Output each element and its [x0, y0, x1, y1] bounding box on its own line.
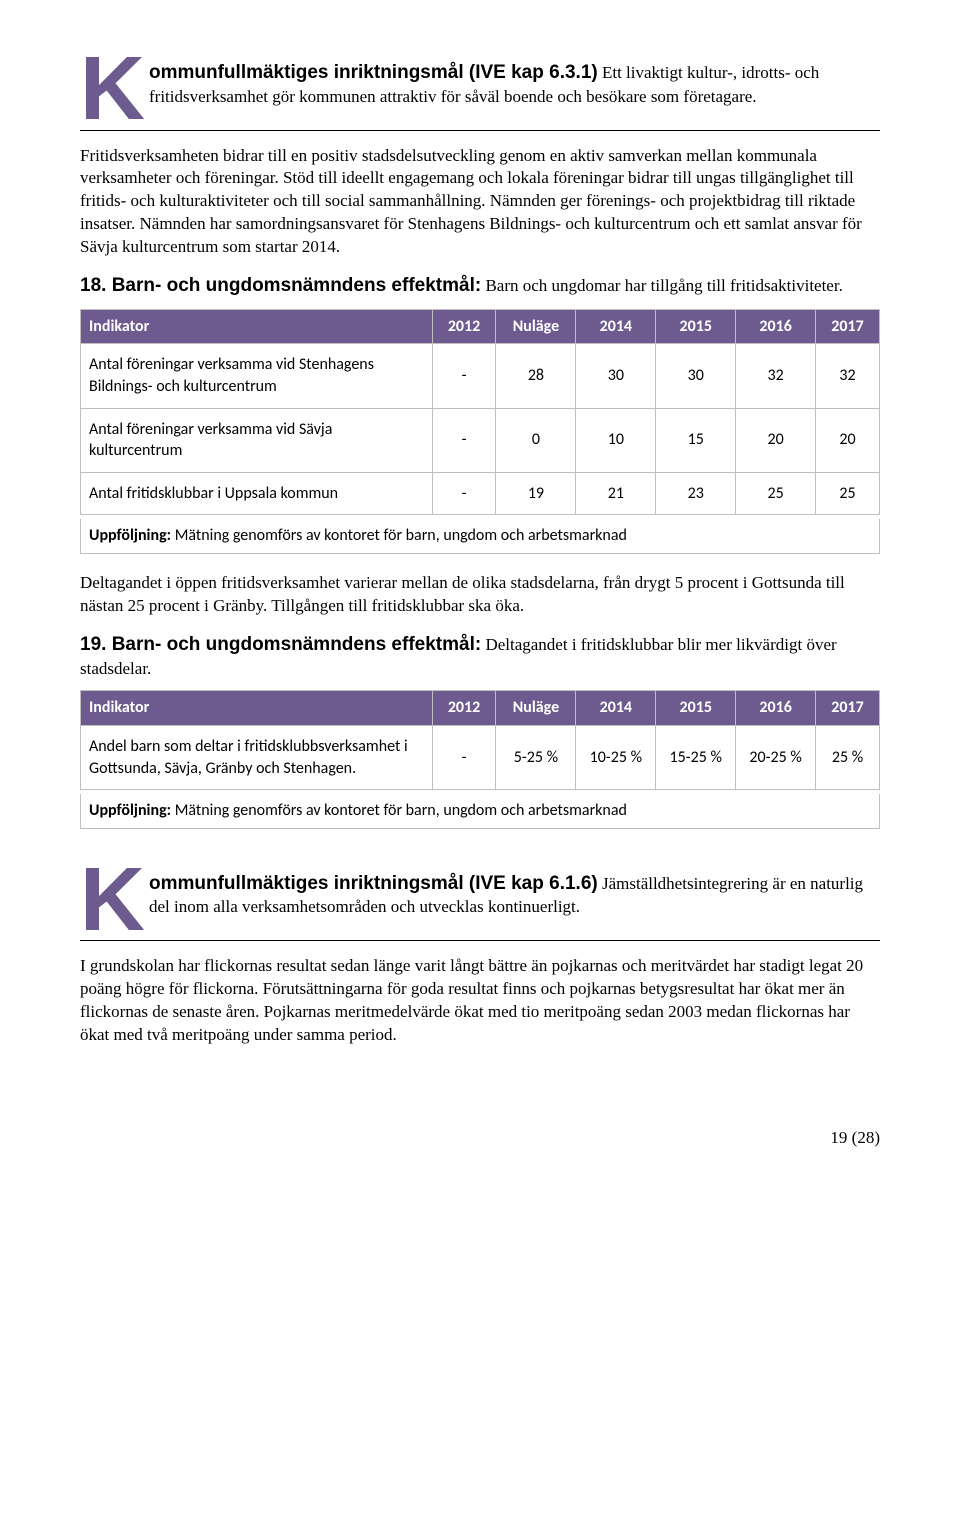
cell: 32 — [816, 344, 880, 408]
cell: 30 — [656, 344, 736, 408]
cell: 15 — [656, 408, 736, 472]
th-2014: 2014 — [576, 691, 656, 726]
drop-cap-k: K — [80, 867, 145, 935]
th-2016: 2016 — [736, 691, 816, 726]
cell: 19 — [496, 472, 576, 515]
cell: 0 — [496, 408, 576, 472]
followup-18: Uppföljning: Mätning genomförs av kontor… — [80, 519, 880, 554]
th-indikator: Indikator — [81, 309, 433, 344]
th-2015: 2015 — [656, 309, 736, 344]
th-2017: 2017 — [816, 309, 880, 344]
table-row: Antal fritidsklubbar i Uppsala kommun - … — [81, 472, 880, 515]
cell: 20 — [736, 408, 816, 472]
cell: 32 — [736, 344, 816, 408]
divider — [80, 940, 880, 941]
th-2012: 2012 — [432, 309, 496, 344]
cell: 15-25 % — [656, 726, 736, 790]
cell: 20-25 % — [736, 726, 816, 790]
paragraph-deltagande: Deltagandet i öppen fritidsverksamhet va… — [80, 572, 880, 618]
cell: 20 — [816, 408, 880, 472]
paragraph-fritid: Fritidsverksamheten bidrar till en posit… — [80, 145, 880, 260]
indicator-table-18: Indikator 2012 Nuläge 2014 2015 2016 201… — [80, 309, 880, 516]
paragraph-grundskola: I grundskolan har flickornas resultat se… — [80, 955, 880, 1047]
table-row: Antal föreningar verksamma vid Stenhagen… — [81, 344, 880, 408]
cell: 10-25 % — [576, 726, 656, 790]
th-nulage: Nuläge — [496, 691, 576, 726]
th-2012: 2012 — [432, 691, 496, 726]
cell: 23 — [656, 472, 736, 515]
followup-text: Mätning genomförs av kontoret för barn, … — [171, 801, 627, 820]
cell: 5-25 % — [496, 726, 576, 790]
table-header-row: Indikator 2012 Nuläge 2014 2015 2016 201… — [81, 691, 880, 726]
cell: 25 — [736, 472, 816, 515]
cell: 25 — [816, 472, 880, 515]
cell: Antal föreningar verksamma vid Sävja kul… — [81, 408, 433, 472]
cell: 21 — [576, 472, 656, 515]
cell: 28 — [496, 344, 576, 408]
divider — [80, 130, 880, 131]
spacer — [80, 847, 880, 871]
goal-18-heading: 18. Barn- och ungdomsnämndens effektmål:… — [80, 273, 880, 299]
followup-19: Uppföljning: Mätning genomförs av kontor… — [80, 794, 880, 829]
drop-cap-k: K — [80, 56, 145, 124]
cell: - — [432, 726, 496, 790]
followup-label: Uppföljning: — [89, 526, 171, 545]
k-intro-block-616: K ommunfullmäktiges inriktningsmål (IVE … — [80, 871, 880, 920]
cell: - — [432, 408, 496, 472]
cell: Antal fritidsklubbar i Uppsala kommun — [81, 472, 433, 515]
goal-19-title: 19. Barn- och ungdomsnämndens effektmål: — [80, 634, 481, 655]
cell: - — [432, 472, 496, 515]
followup-text: Mätning genomförs av kontoret för barn, … — [171, 526, 627, 545]
th-2015: 2015 — [656, 691, 736, 726]
th-2016: 2016 — [736, 309, 816, 344]
table-row: Andel barn som deltar i fritidsklubbsver… — [81, 726, 880, 790]
cell: 10 — [576, 408, 656, 472]
cell: Andel barn som deltar i fritidsklubbsver… — [81, 726, 433, 790]
th-2014: 2014 — [576, 309, 656, 344]
cell: 25 % — [816, 726, 880, 790]
table-header-row: Indikator 2012 Nuläge 2014 2015 2016 201… — [81, 309, 880, 344]
indicator-table-19: Indikator 2012 Nuläge 2014 2015 2016 201… — [80, 690, 880, 790]
followup-label: Uppföljning: — [89, 801, 171, 820]
k-heading-1: ommunfullmäktiges inriktningsmål (IVE ka… — [149, 62, 598, 83]
goal-18-title: 18. Barn- och ungdomsnämndens effektmål: — [80, 275, 481, 296]
cell: - — [432, 344, 496, 408]
goal-18-rest: Barn och ungdomar har tillgång till frit… — [481, 276, 843, 295]
cell: 30 — [576, 344, 656, 408]
table-row: Antal föreningar verksamma vid Sävja kul… — [81, 408, 880, 472]
k-intro-block-631: K ommunfullmäktiges inriktningsmål (IVE … — [80, 60, 880, 109]
k-heading-2: ommunfullmäktiges inriktningsmål (IVE ka… — [149, 873, 598, 894]
page-number: 19 (28) — [80, 1127, 880, 1150]
th-nulage: Nuläge — [496, 309, 576, 344]
th-2017: 2017 — [816, 691, 880, 726]
goal-19-heading: 19. Barn- och ungdomsnämndens effektmål:… — [80, 632, 880, 681]
cell: Antal föreningar verksamma vid Stenhagen… — [81, 344, 433, 408]
th-indikator: Indikator — [81, 691, 433, 726]
